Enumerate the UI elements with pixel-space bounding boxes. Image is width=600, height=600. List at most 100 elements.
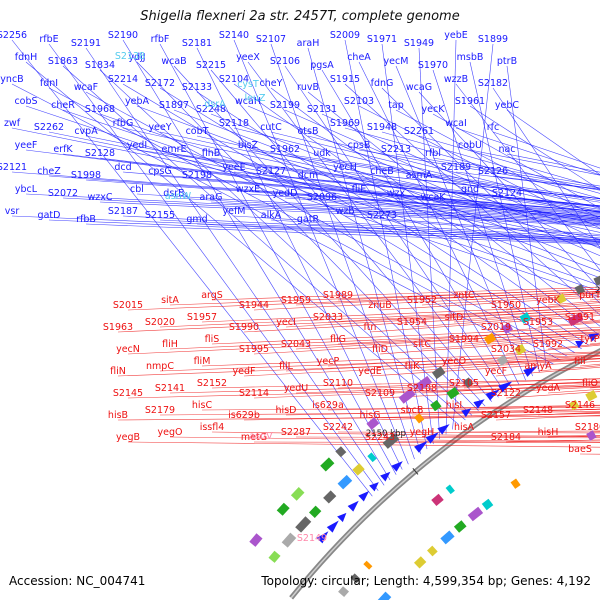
minus-gene-leader	[159, 307, 600, 328]
minus-gene-label: S2114	[239, 388, 269, 399]
plus-gene-leader	[48, 43, 379, 491]
feature-block	[382, 433, 400, 449]
plus-strand-arrow	[391, 461, 403, 472]
rna-gene-label: asnW	[165, 191, 192, 202]
minus-gene-label: fliG	[330, 334, 346, 345]
minus-gene-leader	[463, 292, 600, 301]
minus-gene-label: is629b	[228, 410, 260, 421]
minus-gene-leader	[379, 386, 600, 399]
plus-gene-leader	[11, 39, 373, 497]
plus-gene-label: S2107	[256, 34, 286, 45]
minus-gene-label: S2108	[407, 383, 437, 394]
plus-gene-label: gatR	[297, 214, 320, 225]
minus-gene-leader	[495, 321, 600, 333]
minus-gene-label: S2105	[449, 378, 479, 389]
plus-gene-label: S2121	[0, 162, 27, 173]
plus-gene-label: dsrB	[163, 188, 184, 199]
minus-gene-label: S2141	[155, 383, 185, 394]
feature-block	[323, 490, 337, 504]
plus-gene-label: S2140	[219, 30, 249, 41]
minus-gene-leader	[579, 453, 600, 455]
plus-gene-leader	[344, 39, 428, 450]
feature-block	[320, 457, 335, 472]
plus-gene-label: rfbF	[151, 34, 170, 45]
feature-block	[338, 586, 350, 598]
minus-gene-label: hisD	[276, 405, 297, 416]
minus-gene-label: S2033	[313, 312, 343, 323]
minus-gene-label: sitA	[161, 295, 179, 306]
plus-gene-leader	[210, 157, 600, 210]
plus-gene-label: cheR	[51, 100, 75, 111]
plus-gene-leader	[99, 201, 600, 227]
plus-gene-label: S1863	[48, 56, 78, 67]
plus-gene-leader	[99, 69, 473, 416]
minus-gene-label: S1994	[449, 334, 479, 345]
minus-gene-leader	[285, 309, 600, 328]
minus-gene-label: S2145	[113, 388, 143, 399]
feature-block	[481, 498, 494, 511]
minus-gene-leader	[169, 436, 600, 443]
plus-gene-label: wcaF	[74, 82, 98, 93]
minus-gene-label: S2122	[491, 388, 521, 399]
plus-gene-label: alkA	[261, 210, 282, 221]
plus-gene-label: S2214	[108, 74, 138, 85]
plus-gene-label: S2127	[256, 166, 286, 177]
plus-gene-leader	[85, 135, 600, 240]
plus-gene-leader	[62, 65, 466, 421]
plus-gene-leader	[233, 215, 600, 239]
plus-gene-label: msbB	[457, 52, 484, 63]
plus-gene-label: tap	[388, 100, 404, 111]
minus-gene-label: fliH	[162, 339, 178, 350]
plus-gene-leader	[506, 153, 600, 173]
plus-gene-label: pgsA	[310, 60, 334, 71]
plus-gene-leader	[492, 87, 600, 249]
minus-gene-label: S2242	[323, 422, 353, 433]
plus-gene-label: cheY	[260, 78, 283, 89]
plus-gene-label: dcm	[298, 170, 319, 181]
feature-block	[440, 530, 455, 545]
minus-gene-label: S2043	[281, 339, 311, 350]
minus-gene-label: nmpC	[146, 361, 174, 372]
plus-gene-leader	[233, 171, 600, 206]
plus-gene-label: fliE	[352, 184, 367, 195]
plus-gene-leader	[210, 201, 600, 224]
pseudo-gene-label: asnV	[249, 431, 273, 442]
plus-gene-label: S2198	[182, 170, 212, 181]
minus-gene-leader	[159, 411, 600, 416]
kbp-tick	[412, 468, 419, 475]
minus-gene-leader	[327, 352, 600, 367]
minus-gene-label: S1992	[533, 339, 563, 350]
plus-gene-label: wcaG	[406, 82, 432, 93]
minus-gene-label: S2020	[145, 317, 175, 328]
feature-block	[309, 505, 322, 518]
plus-gene-label: S2172	[145, 78, 175, 89]
minus-gene-label: fliK	[405, 361, 421, 372]
feature-block	[483, 332, 497, 345]
plus-gene-label: yecK	[422, 104, 446, 115]
plus-gene-leader	[418, 135, 600, 189]
plus-gene-leader	[455, 127, 600, 176]
feature-block	[514, 343, 527, 356]
plus-gene-leader	[25, 61, 460, 425]
plus-strand-arrow	[485, 389, 500, 401]
plus-gene-label: cheA	[347, 52, 371, 63]
minus-gene-label: S1963	[103, 322, 133, 333]
minus-gene-label: S2184	[491, 432, 521, 443]
plus-gene-leader	[506, 109, 600, 175]
rna-gene-label: leuZ	[244, 93, 266, 104]
plus-gene-leader	[469, 193, 600, 207]
minus-gene-leader	[285, 409, 600, 416]
plus-gene-leader	[307, 91, 600, 327]
plus-gene-leader	[284, 197, 600, 220]
minus-gene-leader	[117, 357, 600, 377]
plus-strand-arrow	[337, 512, 347, 523]
minus-gene-label: hisG	[360, 410, 381, 421]
plus-gene-label: gatD	[38, 210, 61, 221]
minus-gene-leader	[295, 436, 600, 439]
minus-gene-leader	[327, 307, 600, 323]
plus-strand-arrow	[588, 333, 600, 342]
plus-strand-arrow	[498, 381, 513, 393]
gene-labels: S2256 rfbE S2191 S2190 rfbF S2181 S2140 S2107 ar…	[0, 30, 600, 544]
minus-gene-label: fliO	[582, 378, 598, 389]
plus-gene-label: cpsG	[148, 166, 172, 177]
